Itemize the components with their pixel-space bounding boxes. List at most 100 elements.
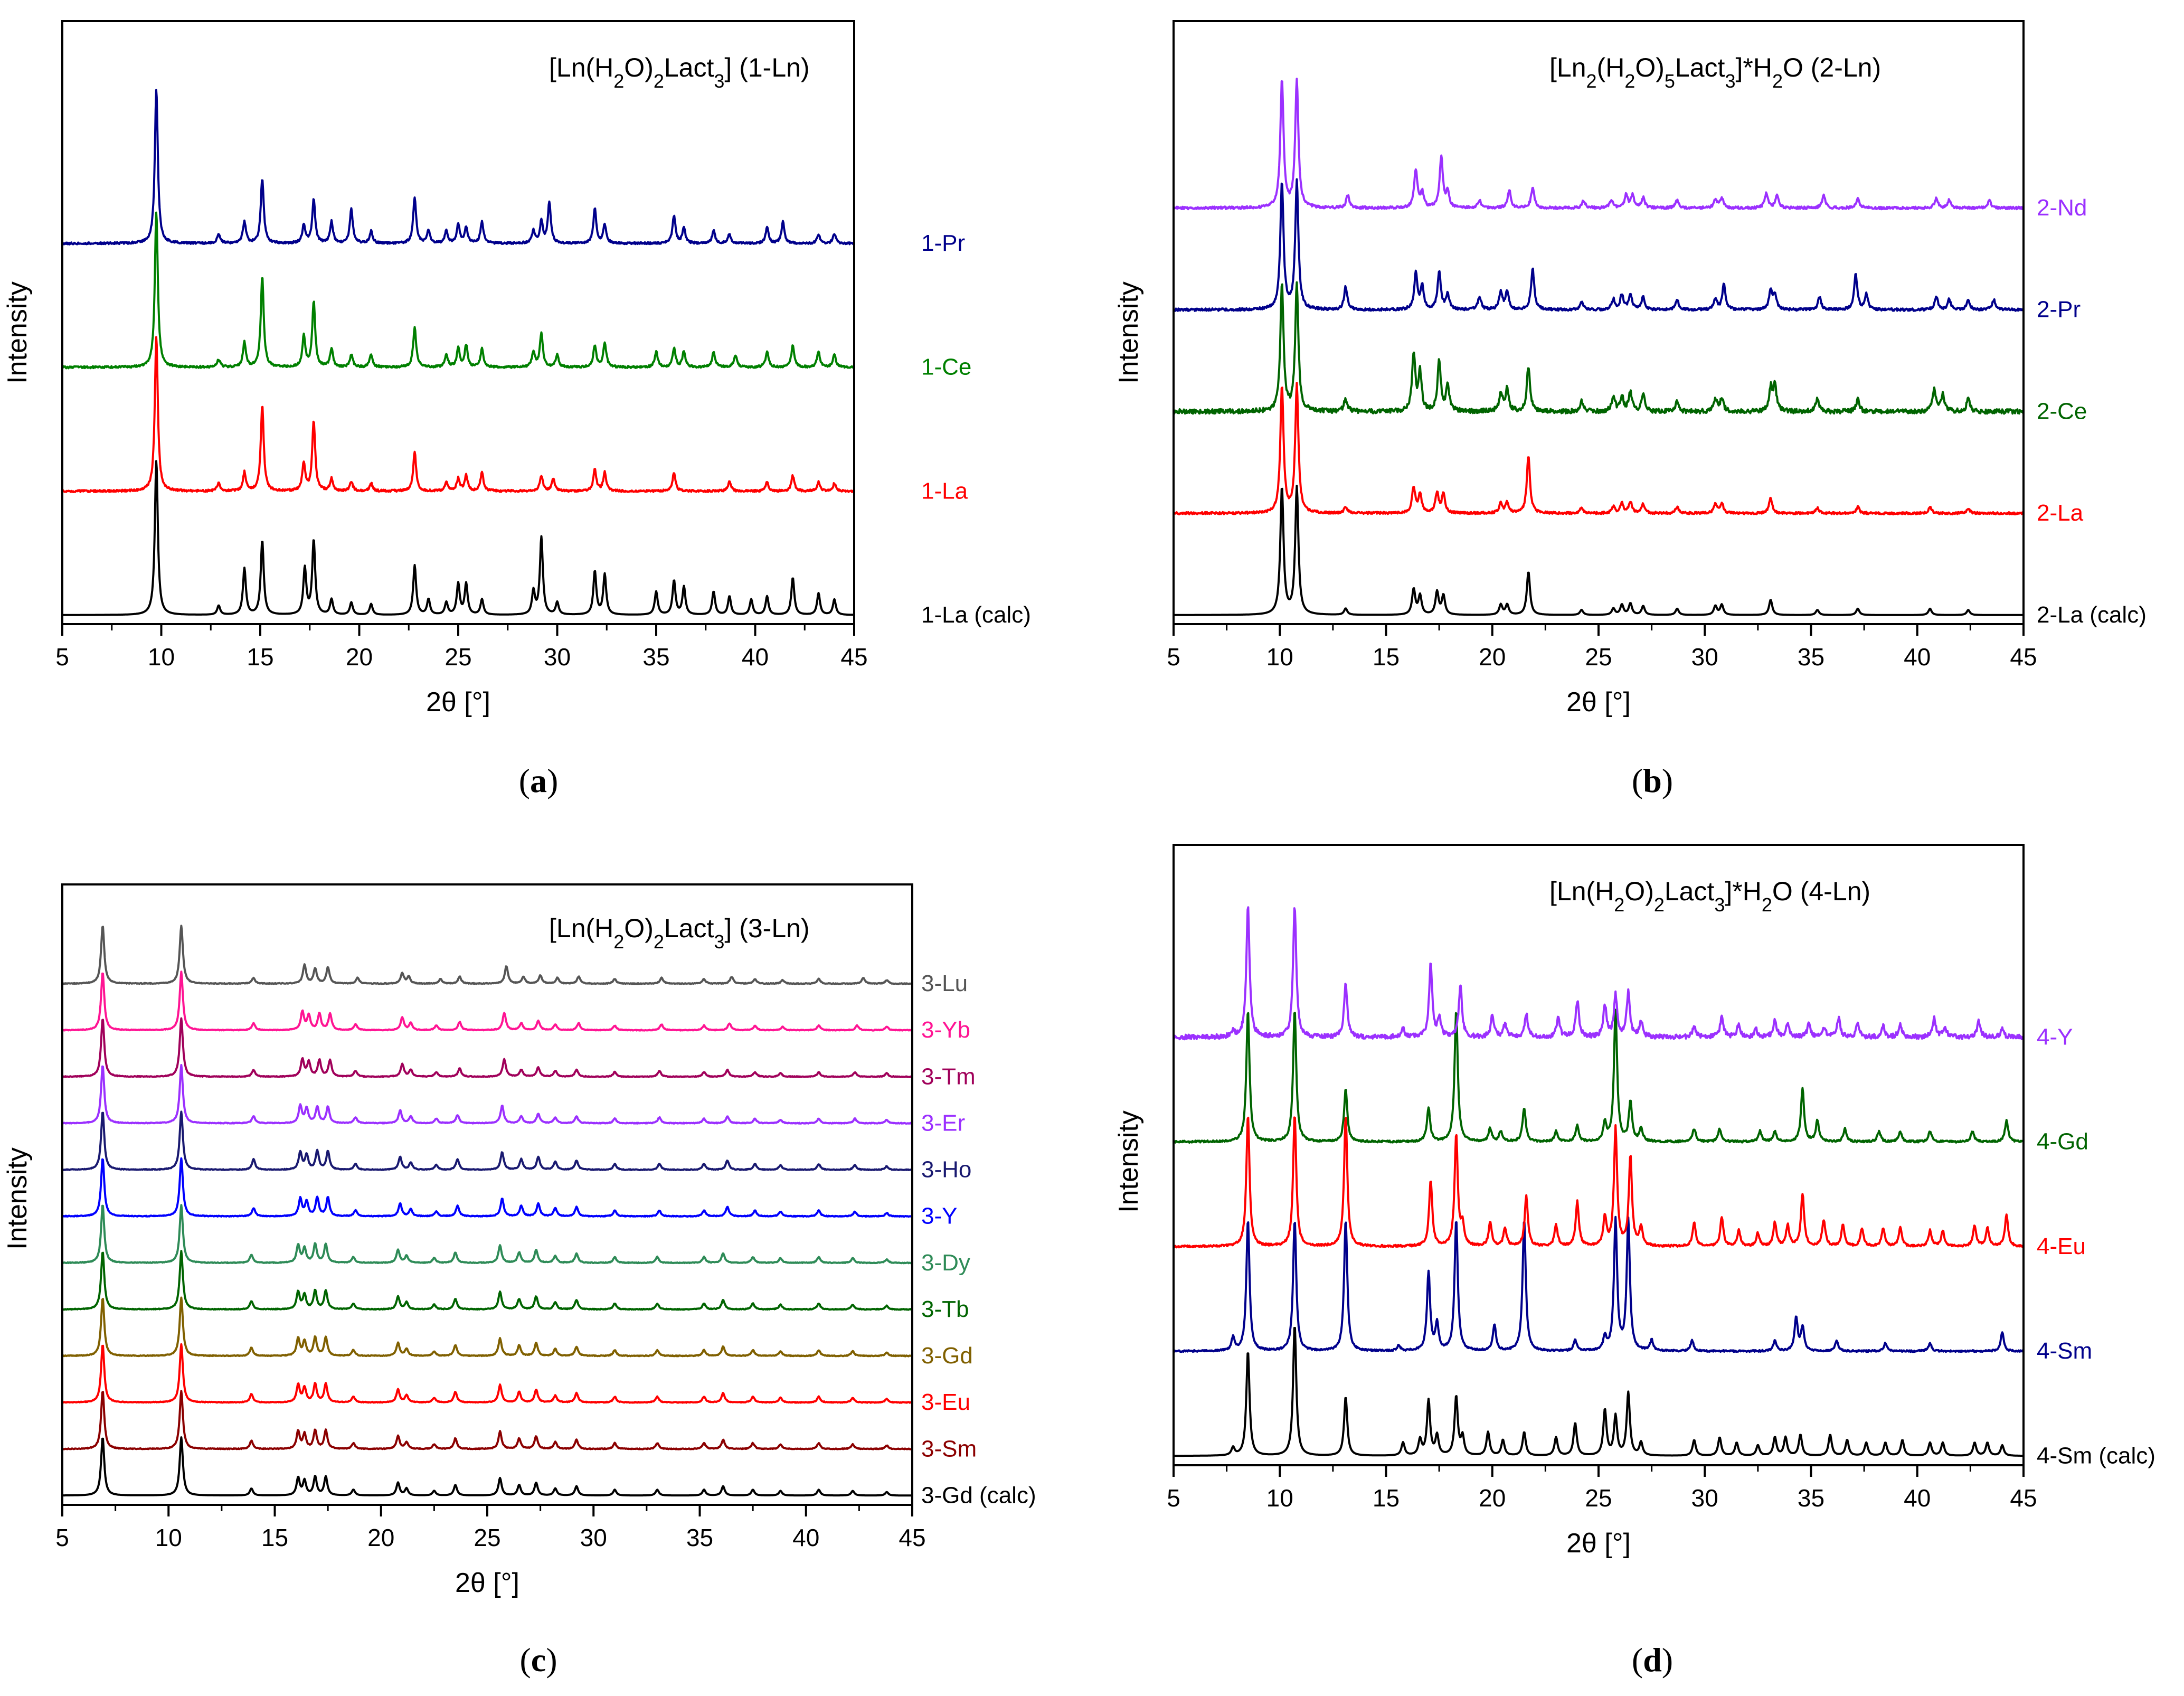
- series-line-3-ho: [62, 1110, 912, 1171]
- x-axis-title: 2θ [°]: [1566, 687, 1631, 718]
- panel-label: (b): [1632, 762, 1673, 799]
- panel-label: (c): [519, 1641, 557, 1679]
- x-tick-label: 15: [1373, 1484, 1400, 1512]
- x-tick-label: 30: [1691, 1484, 1718, 1512]
- x-tick-label: 40: [792, 1524, 819, 1551]
- x-tick-label: 25: [1585, 643, 1612, 671]
- x-tick-label: 25: [1585, 1484, 1612, 1512]
- plot-area: [62, 925, 912, 1497]
- series-label: 3-Yb: [921, 1017, 970, 1043]
- series-label: 2-Nd: [2037, 195, 2087, 221]
- series-line-2-ce: [1174, 281, 2024, 415]
- series-label: 3-Eu: [921, 1389, 970, 1415]
- series-line-3-y: [62, 1157, 912, 1218]
- x-tick-label: 15: [1373, 643, 1400, 671]
- x-tick-label: 20: [367, 1524, 394, 1551]
- x-axis-title: 2θ [°]: [1566, 1528, 1631, 1559]
- series-line-3-er: [62, 1064, 912, 1125]
- series-label: 1-La: [921, 478, 968, 504]
- plot-area: [1174, 78, 2024, 616]
- x-tick-label: 15: [261, 1524, 288, 1551]
- plot-area: [62, 89, 854, 616]
- series-label: 1-Ce: [921, 354, 971, 380]
- series-label: 4-Sm (calc): [2037, 1443, 2155, 1468]
- x-tick-label: 5: [1167, 643, 1180, 671]
- x-tick-label: 45: [840, 643, 867, 671]
- panel-a: 1-La (calc) 1-La 1-Ce 1-Pr 5 10 15 20 25 30 35 40 45…: [2, 20, 1031, 799]
- series-line-3-gd: [62, 1296, 912, 1358]
- series-label: 3-Dy: [921, 1250, 970, 1276]
- x-tick-label: 45: [2010, 1484, 2037, 1512]
- chart-title: [Ln2(H2O)5Lact3]*H2O (2-Ln): [1549, 53, 1881, 92]
- x-tick-label: 10: [148, 643, 175, 671]
- chart-title: [Ln(H2O)2Lact3]*H2O (4-Ln): [1549, 877, 1870, 916]
- series-label: 3-Ho: [921, 1157, 971, 1183]
- chart-title: [Ln(H2O)2Lact3] (3-Ln): [549, 913, 810, 953]
- x-tick-label: 35: [1798, 1484, 1824, 1512]
- x-tick-label: 30: [1691, 643, 1718, 671]
- x-tick-label: 15: [247, 643, 273, 671]
- y-axis-title: Intensity: [2, 1147, 33, 1250]
- x-tick-label: 30: [544, 643, 571, 671]
- series-label: 2-La (calc): [2037, 602, 2147, 628]
- series-label: 2-Pr: [2037, 297, 2081, 323]
- series-line-3-tb: [62, 1250, 912, 1311]
- series-label: 3-Lu: [921, 971, 968, 996]
- y-axis-title: Intensity: [1113, 1110, 1144, 1213]
- series-line-1-la-calc-: [62, 460, 854, 616]
- series-line-1-pr: [62, 89, 854, 246]
- series-line-3-eu: [62, 1343, 912, 1404]
- series-line-4-y: [1174, 906, 2024, 1041]
- y-axis-title: Intensity: [1113, 281, 1144, 384]
- series-label: 1-La (calc): [921, 602, 1031, 628]
- x-tick-label: 45: [2010, 643, 2037, 671]
- series-label: 4-Y: [2037, 1024, 2073, 1050]
- series-line-4-sm: [1174, 1216, 2024, 1353]
- series-label: 3-Y: [921, 1203, 957, 1229]
- series-line-2-la-calc-: [1174, 485, 2024, 616]
- x-tick-label: 25: [474, 1524, 500, 1551]
- series-label: 3-Er: [921, 1110, 965, 1136]
- x-tick-label: 35: [1798, 643, 1824, 671]
- x-tick-label: 35: [686, 1524, 713, 1551]
- x-tick-label: 20: [346, 643, 373, 671]
- series-label: 3-Gd: [921, 1343, 973, 1369]
- series-line-4-sm-calc-: [1174, 1327, 2024, 1457]
- series-label: 3-Tm: [921, 1063, 976, 1089]
- x-tick-label: 45: [899, 1524, 925, 1551]
- series-line-3-tm: [62, 1017, 912, 1078]
- x-axis-title: 2θ [°]: [426, 687, 490, 718]
- series-line-2-nd: [1174, 78, 2024, 211]
- x-tick-label: 5: [55, 1524, 69, 1551]
- series-line-2-la: [1174, 382, 2024, 516]
- panel-b: 2-La (calc) 2-La 2-Ce 2-Pr 2-Nd 5 10 15 20 25 30 35…: [1113, 20, 2147, 799]
- series-label: 2-Ce: [2037, 398, 2087, 424]
- series-line-3-sm: [62, 1390, 912, 1450]
- panel-d: 4-Sm (calc) 4-Sm 4-Eu 4-Gd 4-Y 5 10 15 20 25 30 35 4…: [1113, 844, 2155, 1679]
- series-line-2-pr: [1174, 178, 2024, 312]
- series-line-3-lu: [62, 925, 912, 985]
- series-label: 2-La: [2037, 500, 2084, 526]
- x-tick-label: 10: [1266, 643, 1293, 671]
- x-tick-label: 20: [1479, 1484, 1506, 1512]
- series-label: 3-Tb: [921, 1296, 969, 1322]
- series-label: 1-Pr: [921, 230, 965, 256]
- chart-title: [Ln(H2O)2Lact3] (1-Ln): [549, 53, 810, 92]
- x-tick-label: 40: [742, 643, 769, 671]
- panel-label: (a): [519, 762, 559, 799]
- series-line-3-gd-calc-: [62, 1436, 912, 1497]
- series-line-3-dy: [62, 1204, 912, 1265]
- x-tick-label: 35: [642, 643, 669, 671]
- series-line-4-gd: [1174, 1009, 2024, 1144]
- series-line-1-la: [62, 336, 854, 493]
- x-tick-label: 5: [1167, 1484, 1180, 1512]
- y-axis-title: Intensity: [2, 281, 33, 384]
- plot-area: [1174, 906, 2024, 1457]
- x-tick-label: 10: [155, 1524, 182, 1551]
- series-label: 4-Sm: [2037, 1338, 2092, 1364]
- series-label: 4-Gd: [2037, 1129, 2088, 1155]
- series-line-1-ce: [62, 211, 854, 370]
- series-label: 3-Sm: [921, 1436, 977, 1462]
- x-tick-label: 40: [1904, 643, 1931, 671]
